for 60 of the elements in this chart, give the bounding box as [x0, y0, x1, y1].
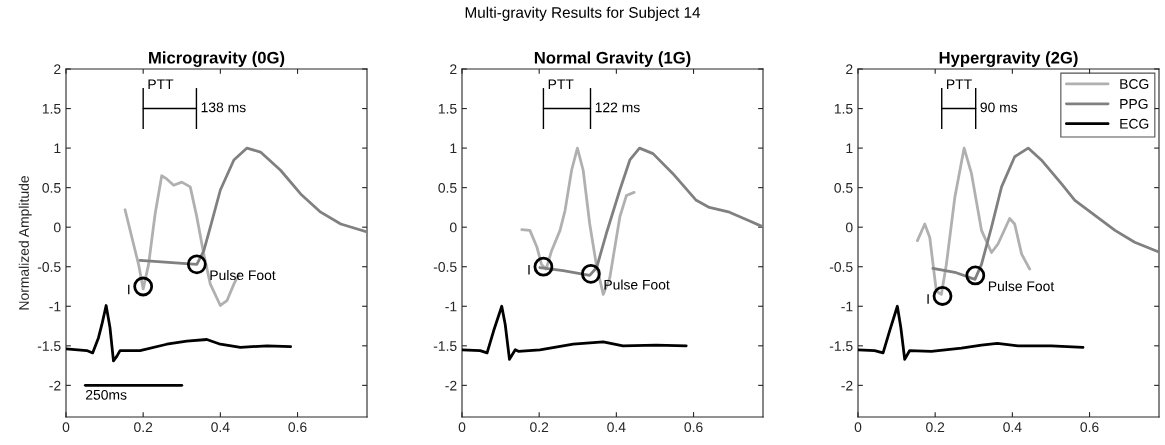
x-tick-label: 0.4 [607, 422, 626, 433]
y-tick-label: 1.5 [42, 104, 61, 114]
chart-title: Hypergravity (2G) [939, 51, 1078, 67]
legend-label: ECG [1120, 118, 1149, 129]
y-tick-label: -0.5 [37, 262, 61, 272]
annotation: 250ms [85, 389, 127, 400]
x-tick-label: 0 [458, 422, 466, 433]
annotation: Pulse Foot [210, 269, 276, 281]
y-tick-label: 0 [845, 222, 853, 233]
annotation: PTT [548, 79, 574, 89]
y-tick-label: 2 [450, 64, 457, 75]
text: Multi-gravity Results for Subject 14 [465, 6, 701, 21]
y-tick-label: -1 [445, 301, 457, 312]
y-tick-label: 1 [450, 143, 457, 154]
annotation: PTT [947, 79, 972, 89]
y-tick-label: -1.5 [433, 341, 457, 351]
y-tick-label: -2 [445, 380, 457, 391]
annotation: 90 ms [980, 102, 1018, 113]
legend-label: BCG [1120, 79, 1149, 89]
x-tick-label: 0.2 [134, 422, 153, 433]
y-tick-label: 0.5 [42, 182, 61, 193]
annotation: 138 ms [201, 102, 246, 113]
annotation: 122 ms [595, 102, 640, 113]
y-tick-label: -1.5 [37, 341, 61, 351]
y-tick-label: 1.5 [438, 104, 457, 114]
y-tick-label: 2 [54, 64, 61, 75]
x-tick-label: 0.4 [211, 422, 230, 433]
y-tick-label: 1.5 [834, 104, 853, 114]
annotation: I [128, 284, 130, 295]
y-tick-label: -1.5 [829, 341, 853, 351]
y-tick-label: -0.5 [433, 262, 457, 272]
y-tick-label: -0.5 [829, 262, 853, 272]
y-tick-label: -2 [49, 380, 61, 391]
x-tick-label: 0.2 [926, 422, 945, 433]
y-axis-title: Normalized Amplitude [18, 176, 32, 310]
annotation: Pulse Foot [988, 280, 1055, 292]
legend-label: PPG [1120, 98, 1148, 109]
x-tick-label: 0.6 [288, 422, 307, 433]
y-tick-label: 0 [449, 222, 457, 233]
chart-title: Normal Gravity (1G) [534, 51, 691, 67]
y-tick-label: -1 [841, 301, 853, 312]
x-tick-label: 0.6 [1080, 422, 1099, 433]
y-tick-label: -1 [49, 301, 61, 312]
x-tick-label: 0 [62, 422, 70, 433]
y-tick-label: 0.5 [438, 182, 457, 193]
y-tick-label: 1 [54, 143, 61, 154]
x-tick-label: 0.2 [530, 422, 549, 433]
y-tick-label: 0 [53, 222, 61, 233]
y-tick-label: 1 [846, 143, 853, 154]
x-tick-label: 0.4 [1003, 422, 1022, 433]
annotation: Pulse Foot [604, 279, 670, 290]
annotation: I [528, 264, 530, 275]
annotation: PTT [148, 79, 174, 89]
x-tick-label: 0 [854, 422, 862, 433]
annotation: I [927, 294, 929, 304]
chart-title: Microgravity (0G) [149, 51, 285, 67]
x-tick-label: 0.6 [684, 422, 703, 433]
y-tick-label: -2 [841, 380, 853, 391]
y-tick-label: 2 [846, 64, 853, 75]
y-tick-label: 0.5 [834, 182, 853, 193]
